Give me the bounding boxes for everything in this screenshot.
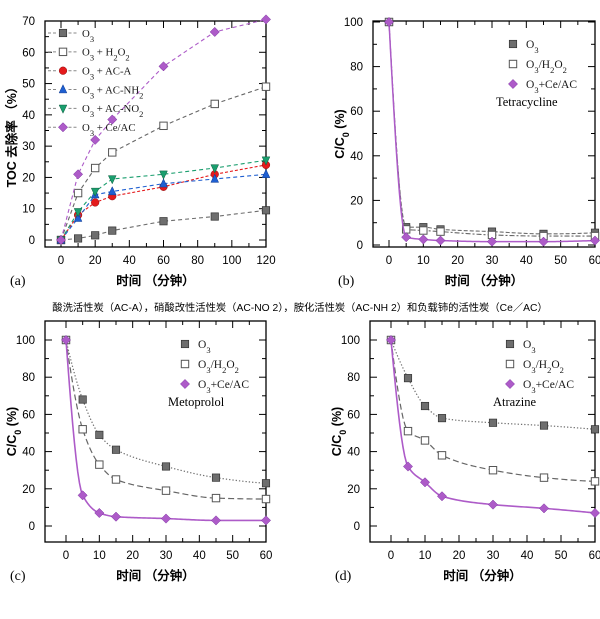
- svg-text:20: 20: [453, 550, 466, 562]
- svg-text:时间 （分钟）: 时间 （分钟）: [443, 568, 521, 583]
- svg-text:60: 60: [347, 409, 360, 421]
- svg-text:60: 60: [157, 255, 170, 267]
- svg-text:(b): (b): [338, 274, 355, 289]
- svg-text:0: 0: [63, 550, 69, 562]
- svg-text:40: 40: [193, 550, 206, 562]
- svg-text:40: 40: [123, 255, 136, 267]
- svg-text:20: 20: [350, 195, 363, 207]
- svg-text:100: 100: [222, 255, 241, 267]
- svg-text:0: 0: [357, 240, 363, 252]
- svg-text:10: 10: [419, 550, 432, 562]
- svg-text:40: 40: [350, 151, 363, 163]
- svg-text:0: 0: [58, 255, 64, 267]
- svg-text:酸洗活性炭（AC-A），硝酸改性活性炭（AC-NO 2），胺: 酸洗活性炭（AC-A），硝酸改性活性炭（AC-NO 2），胺化活性炭（AC-NH…: [52, 301, 547, 314]
- svg-text:(c): (c): [10, 569, 26, 584]
- svg-text:0: 0: [29, 521, 35, 533]
- svg-text:40: 40: [347, 447, 360, 459]
- svg-text:100: 100: [341, 335, 360, 347]
- svg-text:120: 120: [256, 255, 275, 267]
- svg-text:80: 80: [347, 372, 360, 384]
- svg-text:60: 60: [589, 550, 600, 562]
- svg-text:80: 80: [350, 62, 363, 74]
- svg-text:60: 60: [260, 550, 273, 562]
- svg-text:60: 60: [22, 409, 35, 421]
- svg-text:20: 20: [22, 484, 35, 496]
- svg-text:(d): (d): [335, 569, 352, 584]
- svg-text:Tetracycline: Tetracycline: [496, 95, 558, 109]
- svg-text:10: 10: [417, 255, 430, 267]
- svg-text:50: 50: [22, 79, 35, 91]
- svg-text:50: 50: [226, 550, 239, 562]
- svg-text:60: 60: [350, 106, 363, 118]
- svg-text:时间 （分钟）: 时间 （分钟）: [116, 568, 194, 583]
- svg-text:10: 10: [93, 550, 106, 562]
- svg-text:60: 60: [589, 255, 600, 267]
- svg-text:40: 40: [520, 255, 533, 267]
- svg-text:70: 70: [22, 16, 35, 28]
- svg-text:40: 40: [22, 110, 35, 122]
- svg-text:(a): (a): [10, 274, 26, 289]
- svg-text:时间 （分钟）: 时间 （分钟）: [445, 273, 523, 288]
- svg-text:40: 40: [22, 447, 35, 459]
- svg-text:时间 （分钟）: 时间 （分钟）: [116, 273, 194, 288]
- svg-text:30: 30: [160, 550, 173, 562]
- svg-text:40: 40: [521, 550, 534, 562]
- svg-text:20: 20: [347, 484, 360, 496]
- svg-text:0: 0: [354, 521, 360, 533]
- svg-text:Atrazine: Atrazine: [493, 395, 536, 409]
- svg-text:60: 60: [22, 47, 35, 59]
- svg-text:20: 20: [89, 255, 102, 267]
- svg-text:80: 80: [191, 255, 204, 267]
- svg-text:100: 100: [344, 17, 363, 29]
- svg-text:0: 0: [29, 235, 35, 247]
- svg-text:10: 10: [22, 204, 35, 216]
- svg-text:30: 30: [486, 255, 499, 267]
- svg-text:80: 80: [22, 372, 35, 384]
- svg-text:50: 50: [554, 255, 567, 267]
- svg-text:50: 50: [555, 550, 568, 562]
- svg-text:20: 20: [126, 550, 139, 562]
- svg-text:TOC 去除率 （%）: TOC 去除率 （%）: [4, 81, 19, 188]
- svg-text:20: 20: [22, 172, 35, 184]
- svg-text:30: 30: [22, 141, 35, 153]
- svg-text:0: 0: [386, 255, 392, 267]
- svg-text:Metoprolol: Metoprolol: [168, 395, 225, 409]
- svg-text:20: 20: [451, 255, 464, 267]
- svg-text:0: 0: [388, 550, 394, 562]
- svg-text:30: 30: [487, 550, 500, 562]
- svg-text:100: 100: [16, 335, 35, 347]
